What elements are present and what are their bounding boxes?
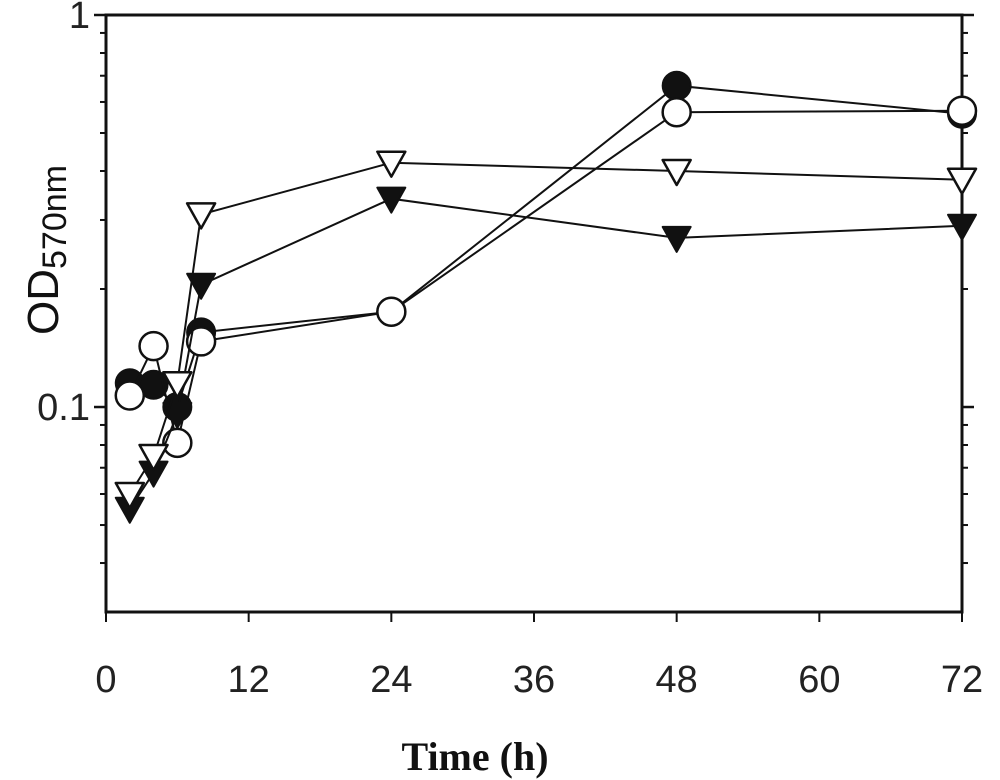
y-axis-title-main: OD xyxy=(19,269,68,335)
series-4-triangle-down-open xyxy=(114,150,978,510)
label-layer: 0 12 24 36 48 60 72 0.1 1 xyxy=(37,0,983,701)
data-point xyxy=(946,95,978,126)
plot-frame xyxy=(104,13,964,614)
data-point xyxy=(186,272,217,300)
data-point xyxy=(114,481,146,510)
data-point xyxy=(661,225,692,253)
data-point xyxy=(185,202,217,230)
series-line xyxy=(128,197,963,510)
series-3-triangle-down-filled xyxy=(114,186,977,524)
data-point xyxy=(661,158,692,187)
y-tick-label: 1 xyxy=(69,0,90,37)
series-1-circle-filled xyxy=(114,70,977,423)
series-2-circle-open xyxy=(114,95,978,459)
series-line xyxy=(128,109,963,444)
data-point xyxy=(138,330,169,362)
x-axis-title: Time (h) xyxy=(401,734,548,779)
data-point xyxy=(114,380,146,411)
data-point xyxy=(376,296,407,327)
data-point xyxy=(661,70,692,101)
data-point xyxy=(185,326,217,357)
data-point xyxy=(946,167,978,195)
x-tick-label: 48 xyxy=(656,659,698,701)
x-tick-label: 36 xyxy=(513,659,555,701)
data-point xyxy=(947,213,977,241)
y-tick-label: 0.1 xyxy=(37,387,90,429)
data-point xyxy=(661,96,692,128)
x-tick-label: 0 xyxy=(95,659,116,701)
x-tick-label: 72 xyxy=(941,659,983,701)
data-point xyxy=(162,401,193,429)
y-axis-title: OD570nm xyxy=(19,165,74,335)
series-line xyxy=(128,161,963,495)
data-point xyxy=(162,370,193,399)
x-tick-label: 60 xyxy=(798,659,840,701)
data-point xyxy=(138,443,169,472)
series-line xyxy=(129,84,963,409)
x-tick-label: 24 xyxy=(370,659,412,701)
x-tick-label: 12 xyxy=(228,659,270,701)
series-layer xyxy=(114,70,978,524)
plot-area xyxy=(94,13,974,622)
data-point xyxy=(162,427,193,459)
y-axis-title-subscript: 570nm xyxy=(36,165,74,269)
data-point xyxy=(376,186,407,214)
data-point xyxy=(376,150,407,178)
